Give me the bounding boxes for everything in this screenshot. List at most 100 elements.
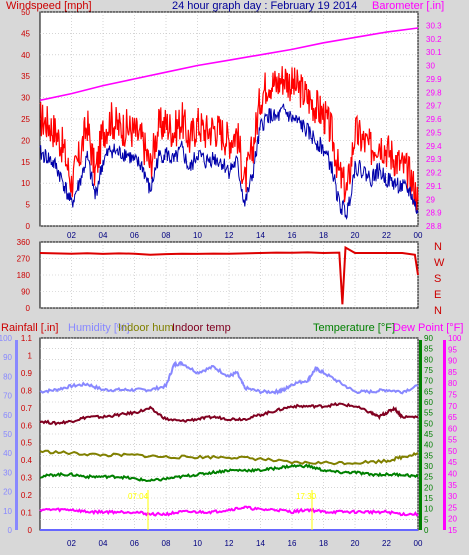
baro-y-tick-label: 29.4 bbox=[426, 142, 442, 151]
rainfall-axis-label: Rainfall [.in] bbox=[1, 322, 58, 334]
x-tick-label: 08 bbox=[162, 539, 171, 548]
x-tick-label: 06 bbox=[130, 539, 139, 548]
wind-y-tick-label: 0 bbox=[26, 222, 31, 231]
compass-label-n-bottom: N bbox=[434, 305, 442, 317]
temp-y-tick-label: 30 bbox=[424, 462, 433, 471]
x-tick-label: 00 bbox=[414, 539, 423, 548]
rain-y-tick-label: 0.6 bbox=[21, 421, 33, 430]
temp-y-tick-label: 70 bbox=[424, 377, 433, 386]
x-tick-label: 14 bbox=[256, 539, 265, 548]
compass-label-s: S bbox=[434, 273, 441, 285]
x-tick-label: 14 bbox=[256, 231, 265, 240]
x-tick-label: 08 bbox=[162, 231, 171, 240]
direction-y-tick-label: 180 bbox=[17, 271, 31, 280]
rain-y-tick-label: 0.4 bbox=[21, 456, 33, 465]
x-tick-label: 20 bbox=[351, 539, 360, 548]
series-barometer-in- bbox=[39, 27, 419, 102]
dew-y-tick-label: 60 bbox=[448, 424, 457, 433]
baro-y-tick-label: 29.2 bbox=[426, 169, 442, 178]
rain-y-tick-label: 0.3 bbox=[21, 474, 33, 483]
humidity-y-tick-label: 30 bbox=[3, 468, 12, 477]
humidity-y-tick-label: 40 bbox=[3, 449, 12, 458]
x-tick-label: 20 bbox=[351, 231, 360, 240]
x-tick-label: 22 bbox=[382, 539, 391, 548]
dew-y-tick-label: 25 bbox=[448, 503, 457, 512]
temp-y-tick-label: 90 bbox=[424, 334, 433, 343]
temp-y-tick-label: 45 bbox=[424, 430, 433, 439]
wind-y-tick-label: 15 bbox=[21, 158, 30, 167]
rain-y-tick-label: 1.1 bbox=[21, 334, 33, 343]
x-tick-label: 12 bbox=[225, 539, 234, 548]
compass-label-e: E bbox=[434, 289, 441, 301]
dew-y-tick-label: 80 bbox=[448, 379, 457, 388]
x-tick-label: 16 bbox=[288, 539, 297, 548]
low-temp-marker-label: 07:04 bbox=[128, 492, 149, 501]
dew-y-tick-label: 75 bbox=[448, 390, 457, 399]
temp-y-tick-label: 10 bbox=[424, 505, 433, 514]
wind-y-tick-label: 35 bbox=[21, 72, 30, 81]
temp-y-tick-label: 5 bbox=[424, 515, 429, 524]
dew-y-tick-label: 100 bbox=[448, 334, 462, 343]
direction-y-tick-label: 270 bbox=[17, 255, 31, 264]
baro-y-tick-label: 30 bbox=[426, 62, 435, 71]
temp-y-tick-label: 25 bbox=[424, 473, 433, 482]
temp-y-tick-label: 75 bbox=[424, 366, 433, 375]
x-tick-label: 10 bbox=[193, 539, 202, 548]
temp-y-tick-label: 55 bbox=[424, 409, 433, 418]
wind-y-tick-label: 30 bbox=[21, 94, 30, 103]
x-tick-label: 06 bbox=[130, 231, 139, 240]
x-tick-label: 16 bbox=[288, 231, 297, 240]
dew-y-tick-label: 55 bbox=[448, 436, 457, 445]
direction-y-tick-label: 0 bbox=[26, 304, 31, 313]
series-windspeed-mph- bbox=[39, 66, 419, 213]
rain-y-tick-label: 0.2 bbox=[21, 491, 33, 500]
grid-lines bbox=[40, 11, 419, 531]
x-tick-label: 00 bbox=[414, 231, 423, 240]
dew-y-tick-label: 85 bbox=[448, 368, 457, 377]
baro-y-tick-label: 29.5 bbox=[426, 128, 442, 137]
temp-y-tick-label: 60 bbox=[424, 398, 433, 407]
temp-y-tick-label: 50 bbox=[424, 419, 433, 428]
wind-y-tick-label: 45 bbox=[21, 29, 30, 38]
baro-y-tick-label: 29.9 bbox=[426, 75, 442, 84]
humidity-y-tick-label: 10 bbox=[3, 507, 12, 516]
dew-y-tick-label: 45 bbox=[448, 458, 457, 467]
x-tick-label: 12 bbox=[225, 231, 234, 240]
wind-y-tick-label: 50 bbox=[21, 8, 30, 17]
baro-y-tick-label: 30.2 bbox=[426, 35, 442, 44]
wind-y-tick-label: 10 bbox=[21, 179, 30, 188]
temp-y-tick-label: 80 bbox=[424, 355, 433, 364]
series-dew-point-f- bbox=[39, 505, 419, 517]
rain-y-tick-label: 0.5 bbox=[21, 439, 33, 448]
windspeed-axis-label: Windspeed [mph] bbox=[6, 0, 92, 12]
humidity-y-tick-label: 70 bbox=[3, 392, 12, 401]
rain-marker-label: 17:30 bbox=[296, 492, 317, 501]
baro-y-tick-label: 29.1 bbox=[426, 182, 442, 191]
baro-y-tick-label: 30.3 bbox=[426, 21, 442, 30]
tick-labels: 0202040406060808101012121414161618182020… bbox=[0, 8, 462, 548]
temp-y-tick-label: 20 bbox=[424, 483, 433, 492]
dew-axis-bar bbox=[443, 340, 446, 530]
baro-y-tick-label: 29.3 bbox=[426, 155, 442, 164]
x-tick-label: 18 bbox=[319, 231, 328, 240]
baro-y-tick-label: 30.1 bbox=[426, 48, 442, 57]
direction-y-tick-label: 360 bbox=[17, 238, 31, 247]
rain-y-tick-label: 0.7 bbox=[21, 404, 33, 413]
dew-y-tick-label: 70 bbox=[448, 402, 457, 411]
x-tick-label: 10 bbox=[193, 231, 202, 240]
baro-y-tick-label: 28.8 bbox=[426, 222, 442, 231]
temp-y-tick-label: 65 bbox=[424, 387, 433, 396]
temp-y-tick-label: 40 bbox=[424, 441, 433, 450]
temp-y-tick-label: 15 bbox=[424, 494, 433, 503]
humidity-y-tick-label: 20 bbox=[3, 488, 12, 497]
rain-y-tick-label: 0.8 bbox=[21, 386, 33, 395]
dew-y-tick-label: 50 bbox=[448, 447, 457, 456]
series-indoor-hum bbox=[39, 449, 419, 466]
series-indoor-temp bbox=[39, 402, 419, 426]
dew-y-tick-label: 90 bbox=[448, 357, 457, 366]
wind-y-tick-label: 5 bbox=[26, 201, 31, 210]
series-windspeed-avg bbox=[39, 103, 419, 221]
baro-y-tick-label: 29 bbox=[426, 195, 435, 204]
dew-y-tick-label: 15 bbox=[448, 526, 457, 535]
x-tick-label: 22 bbox=[382, 231, 391, 240]
